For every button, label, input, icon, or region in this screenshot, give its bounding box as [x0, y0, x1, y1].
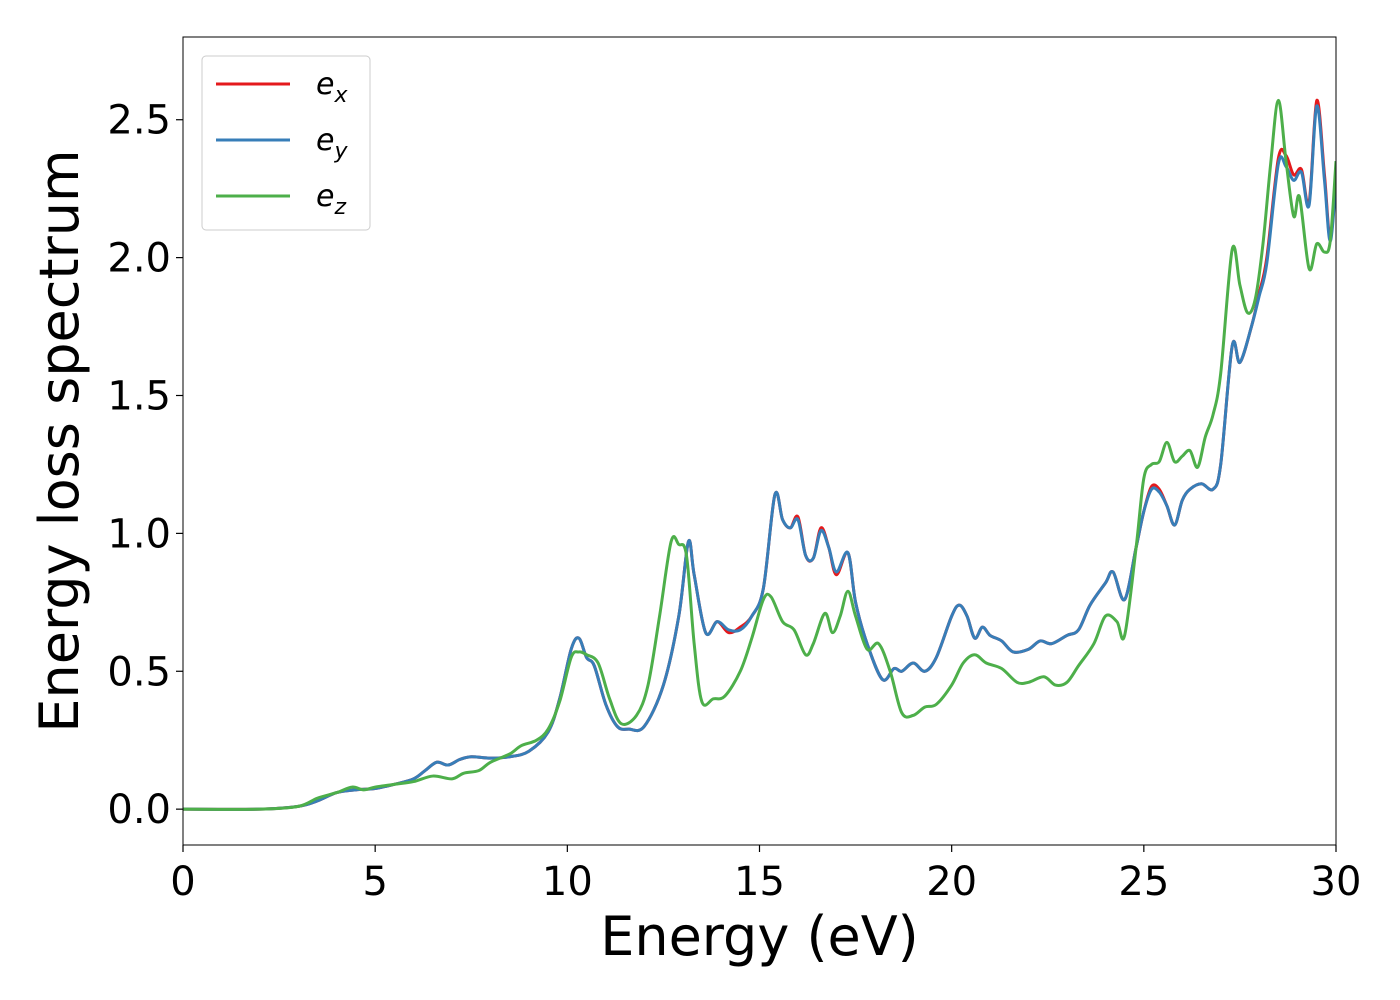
x-tick-label: 5	[362, 859, 387, 905]
legend-label-y: ey	[316, 123, 348, 164]
series-line-y	[183, 104, 1336, 811]
y-tick-label: 0.5	[107, 649, 171, 695]
legend: ex ey ez	[201, 55, 371, 231]
x-tick-label: 30	[1311, 859, 1362, 905]
series-layer	[183, 98, 1336, 811]
legend-label-x: ex	[316, 67, 348, 108]
x-tick-label: 0	[170, 859, 195, 905]
ticks-layer: 0 5 10 15 20 25 30 0.0 0.5 1.0 1.5 2.0 2.5	[107, 98, 1361, 905]
x-tick-label: 25	[1118, 859, 1169, 905]
y-tick-label: 2.5	[107, 98, 171, 144]
y-tick-label: 0.0	[107, 787, 171, 833]
axes-frame	[182, 36, 1337, 846]
y-tick-label: 2.0	[107, 236, 171, 282]
x-tick-label: 20	[926, 859, 977, 905]
y-axis-label: Energy loss spectrum	[28, 149, 91, 732]
legend-frame	[201, 55, 371, 231]
legend-label-z: ez	[316, 179, 346, 220]
x-tick-label: 15	[734, 859, 785, 905]
y-tick-label: 1.5	[107, 373, 171, 419]
x-tick-label: 10	[542, 859, 593, 905]
x-axis-label: Energy (eV)	[600, 905, 919, 968]
series-line-z	[183, 98, 1336, 811]
y-tick-label: 1.0	[107, 511, 171, 557]
